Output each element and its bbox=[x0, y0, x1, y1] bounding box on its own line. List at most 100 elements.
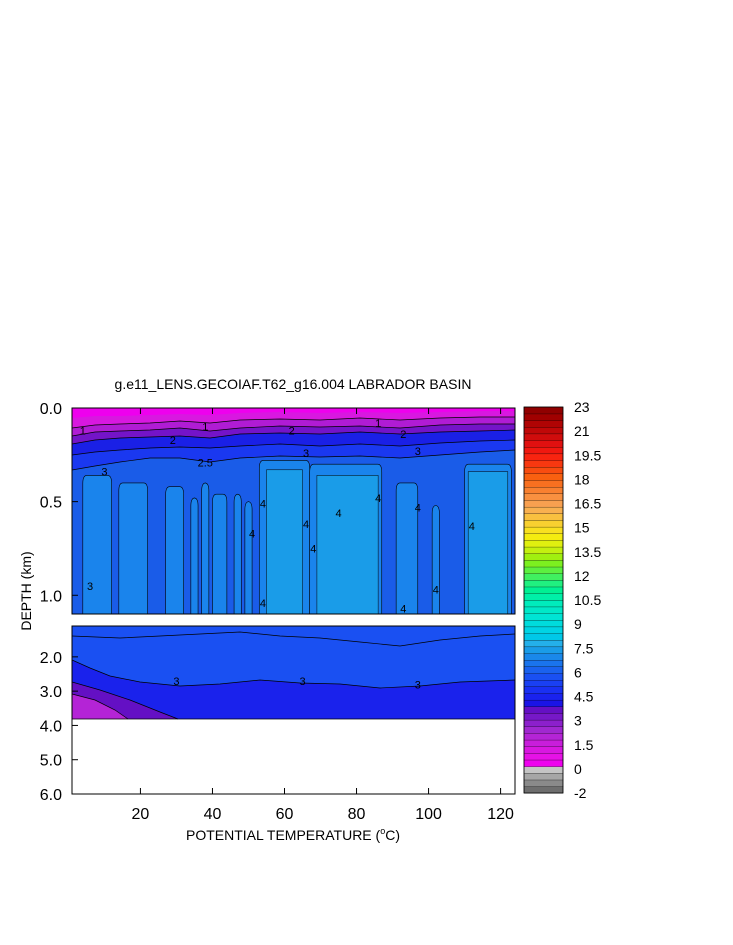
colorbar-swatch-38 bbox=[523, 533, 564, 541]
lower-y-tick-label-4: 6.0 bbox=[40, 787, 62, 804]
y-axis-label: DEPTH (km) bbox=[18, 551, 34, 630]
lower-band-3 bbox=[72, 660, 515, 719]
temperature-column-0 bbox=[82, 475, 112, 614]
colorbar-swatch-3 bbox=[523, 766, 564, 774]
contour-label-19: 4 bbox=[469, 521, 475, 533]
colorbar-swatch-45 bbox=[523, 486, 564, 494]
contour-label-6: 2.5 bbox=[198, 457, 213, 469]
colorbar-swatch-27 bbox=[523, 606, 564, 614]
contour-label-7: 3 bbox=[101, 467, 107, 479]
band-0-0.5 bbox=[72, 408, 515, 418]
colorbar-swatch-1 bbox=[523, 779, 564, 787]
colorbar-swatch-29 bbox=[523, 593, 564, 601]
colorbar-swatch-36 bbox=[523, 546, 564, 554]
colorbar-swatch-16 bbox=[523, 679, 564, 687]
colorbar-label-12: 4.5 bbox=[574, 689, 594, 705]
contour-line-1 bbox=[72, 416, 515, 429]
colorbar-swatch-43 bbox=[523, 500, 564, 508]
colorbar-frame bbox=[523, 406, 564, 794]
colorbar-swatch-44 bbox=[523, 493, 564, 501]
upper-y-tick-label-0: 0.0 bbox=[40, 401, 62, 418]
colorbar-swatch-15 bbox=[523, 686, 564, 694]
contour-label-11: 4 bbox=[260, 499, 266, 511]
colorbar-swatch-33 bbox=[523, 566, 564, 574]
lower-y-tick-label-0: 2.0 bbox=[40, 650, 62, 667]
temperature-column-6 bbox=[233, 493, 242, 614]
temperature-column-11 bbox=[431, 505, 440, 614]
colorbar-swatch-52 bbox=[523, 440, 564, 448]
colorbar-swatch-6 bbox=[523, 746, 564, 754]
contour-line-3 bbox=[72, 449, 515, 471]
x-tick-label-2: 60 bbox=[276, 806, 294, 823]
contour-label-14: 4 bbox=[310, 543, 316, 555]
colorbar-swatch-25 bbox=[523, 619, 564, 628]
contour-line-2 bbox=[72, 429, 515, 445]
colorbar-label-5: 15 bbox=[574, 520, 590, 536]
contour-label-4: 2 bbox=[289, 425, 295, 437]
lower-panel bbox=[71, 625, 516, 795]
contour-line-lower-2 bbox=[72, 693, 129, 720]
contour-line-1.5 bbox=[72, 423, 515, 437]
colorbar-swatch-39 bbox=[523, 526, 564, 534]
colorbar-swatch-24 bbox=[523, 626, 564, 634]
contour-label-10: 3 bbox=[87, 581, 93, 593]
contour-label-16: 4 bbox=[375, 493, 381, 505]
contour-label-22: 3 bbox=[173, 676, 179, 688]
x-tick-label-5: 120 bbox=[487, 806, 514, 823]
colorbar-label-13: 3 bbox=[574, 713, 582, 729]
upper-frame bbox=[71, 407, 516, 615]
colorbar-swatch-26 bbox=[523, 613, 564, 621]
contour-label-23: 3 bbox=[299, 676, 305, 688]
colorbar-swatch-42 bbox=[523, 506, 564, 514]
warm-column-2 bbox=[467, 471, 509, 614]
contour-line-3.5 bbox=[72, 631, 515, 647]
colorbar-swatch-19 bbox=[523, 659, 564, 668]
colorbar-swatch-11 bbox=[523, 712, 564, 721]
colorbar-label-6: 13.5 bbox=[574, 544, 601, 560]
temperature-column-7 bbox=[244, 501, 253, 614]
colorbar-swatch-0 bbox=[523, 786, 564, 794]
colorbar-label-0: 23 bbox=[574, 399, 590, 415]
colorbar-swatch-35 bbox=[523, 553, 564, 561]
temperature-column-10 bbox=[395, 482, 419, 614]
upper-contour-lines bbox=[72, 416, 515, 471]
lower-y-tick-label-1: 3.0 bbox=[40, 684, 62, 701]
lower-contour-lines bbox=[72, 631, 515, 720]
temperature-column-3 bbox=[190, 497, 199, 614]
contour-label-5: 2 bbox=[400, 429, 406, 441]
colorbar-swatch-2 bbox=[523, 772, 564, 781]
colorbar-swatch-56 bbox=[523, 413, 564, 421]
axes: 20 40 60 80 100 120 0.0 0.5 1.0 2.0 3.0 4.0 5.0 6.0 bbox=[40, 401, 514, 823]
colorbar-swatch-51 bbox=[523, 446, 564, 455]
colorbar: 23 21 19.5 18 16.5 15 13.5 12 10.5 9 7.5 6 4.5 3 1.5 0 -… bbox=[523, 399, 601, 801]
contour-label-2: 1 bbox=[375, 418, 381, 430]
colorbar-swatch-12 bbox=[523, 706, 564, 714]
x-tick-label-4: 100 bbox=[415, 806, 442, 823]
colorbar-swatch-9 bbox=[523, 726, 564, 734]
colorbar-swatch-40 bbox=[523, 519, 564, 528]
colorbar-swatch-14 bbox=[523, 693, 564, 701]
colorbar-label-16: -2 bbox=[574, 785, 587, 801]
colorbar-swatch-7 bbox=[523, 739, 564, 747]
lower-y-tick-label-3: 5.0 bbox=[40, 753, 62, 770]
warm-column-1 bbox=[316, 475, 379, 614]
x-axis-label-end: C) bbox=[385, 827, 400, 843]
colorbar-label-3: 18 bbox=[574, 471, 590, 487]
contour-label-0: 1 bbox=[80, 425, 86, 437]
temperature-column-5 bbox=[212, 493, 228, 614]
contour-label-1: 1 bbox=[202, 422, 208, 434]
colorbar-label-7: 12 bbox=[574, 568, 590, 584]
colorbar-label-11: 6 bbox=[574, 664, 582, 680]
colorbar-swatch-49 bbox=[523, 460, 564, 468]
colorbar-swatch-57 bbox=[523, 406, 564, 415]
x-axis-label-superscript: o bbox=[380, 826, 385, 836]
colorbar-swatch-41 bbox=[523, 513, 564, 521]
colorbar-swatch-22 bbox=[523, 639, 564, 648]
colorbar-swatch-23 bbox=[523, 633, 564, 641]
colorbar-swatch-46 bbox=[523, 480, 564, 488]
colorbar-swatch-20 bbox=[523, 653, 564, 661]
x-tick-label-3: 80 bbox=[348, 806, 366, 823]
temperature-column-4 bbox=[201, 482, 210, 614]
x-axis-label: POTENTIAL TEMPERATURE (oC) bbox=[186, 826, 400, 843]
